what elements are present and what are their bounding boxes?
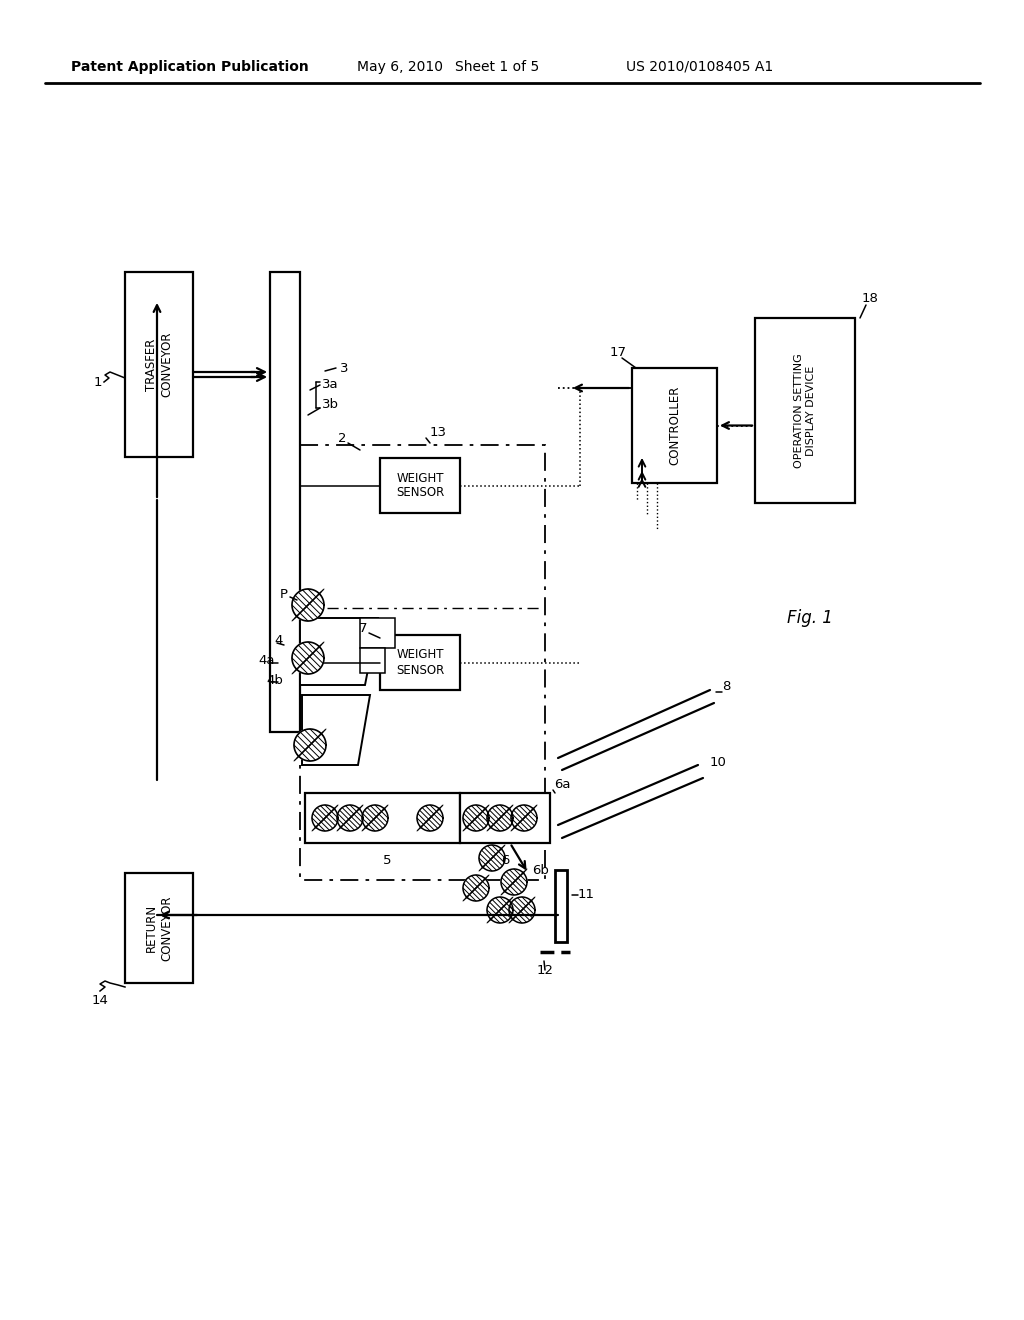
Bar xyxy=(460,793,550,843)
Text: 6a: 6a xyxy=(554,779,570,792)
Text: 14: 14 xyxy=(91,994,109,1006)
Polygon shape xyxy=(300,618,378,685)
Polygon shape xyxy=(302,696,370,766)
Text: 6: 6 xyxy=(501,854,509,867)
Text: WEIGHT
SENSOR: WEIGHT SENSOR xyxy=(396,471,444,499)
Bar xyxy=(632,368,717,483)
Text: 1: 1 xyxy=(94,375,102,388)
Text: 3a: 3a xyxy=(322,379,339,392)
Polygon shape xyxy=(292,642,324,675)
Text: 5: 5 xyxy=(383,854,392,867)
Polygon shape xyxy=(501,869,527,895)
Text: 17: 17 xyxy=(609,346,627,359)
Polygon shape xyxy=(463,875,489,902)
Text: 4a: 4a xyxy=(258,653,275,667)
Bar xyxy=(270,272,300,733)
Polygon shape xyxy=(463,805,489,832)
Text: Fig. 1: Fig. 1 xyxy=(787,609,833,627)
Text: TRASFER
CONVEYOR: TRASFER CONVEYOR xyxy=(145,331,173,397)
Text: 3b: 3b xyxy=(322,399,339,412)
Polygon shape xyxy=(337,805,362,832)
Text: May 6, 2010: May 6, 2010 xyxy=(357,59,443,74)
Bar xyxy=(380,458,460,513)
Text: Patent Application Publication: Patent Application Publication xyxy=(71,59,309,74)
Text: OPERATION SETTING
DISPLAY DEVICE: OPERATION SETTING DISPLAY DEVICE xyxy=(795,354,816,467)
Text: 11: 11 xyxy=(578,888,595,902)
Text: 3: 3 xyxy=(340,362,348,375)
Bar xyxy=(360,648,385,673)
Text: WEIGHT
SENSOR: WEIGHT SENSOR xyxy=(396,648,444,676)
Text: RETURN
CONVEYOR: RETURN CONVEYOR xyxy=(145,895,173,961)
Text: Sheet 1 of 5: Sheet 1 of 5 xyxy=(455,59,539,74)
Text: 4b: 4b xyxy=(266,673,283,686)
Text: 12: 12 xyxy=(537,964,554,977)
Polygon shape xyxy=(362,805,388,832)
Text: 13: 13 xyxy=(430,425,447,438)
Polygon shape xyxy=(487,805,513,832)
Text: US 2010/0108405 A1: US 2010/0108405 A1 xyxy=(627,59,773,74)
Text: 6b: 6b xyxy=(532,863,549,876)
Text: 4: 4 xyxy=(274,634,283,647)
Text: 7: 7 xyxy=(358,623,367,635)
Text: 2: 2 xyxy=(338,432,346,445)
Text: 18: 18 xyxy=(861,292,879,305)
Bar xyxy=(380,635,460,690)
Text: 8: 8 xyxy=(722,681,730,693)
Text: P: P xyxy=(280,589,288,602)
Bar xyxy=(125,272,193,457)
Polygon shape xyxy=(417,805,443,832)
Bar xyxy=(755,318,855,503)
Polygon shape xyxy=(509,898,535,923)
Polygon shape xyxy=(294,729,326,762)
Polygon shape xyxy=(487,898,513,923)
Bar xyxy=(125,873,193,983)
Bar xyxy=(555,870,567,942)
Bar xyxy=(305,793,460,843)
Polygon shape xyxy=(312,805,338,832)
Polygon shape xyxy=(292,589,324,620)
Bar xyxy=(300,445,545,880)
Text: CONTROLLER: CONTROLLER xyxy=(668,385,681,465)
Bar xyxy=(360,618,395,648)
Polygon shape xyxy=(479,845,505,871)
Polygon shape xyxy=(511,805,537,832)
Text: 10: 10 xyxy=(710,755,727,768)
